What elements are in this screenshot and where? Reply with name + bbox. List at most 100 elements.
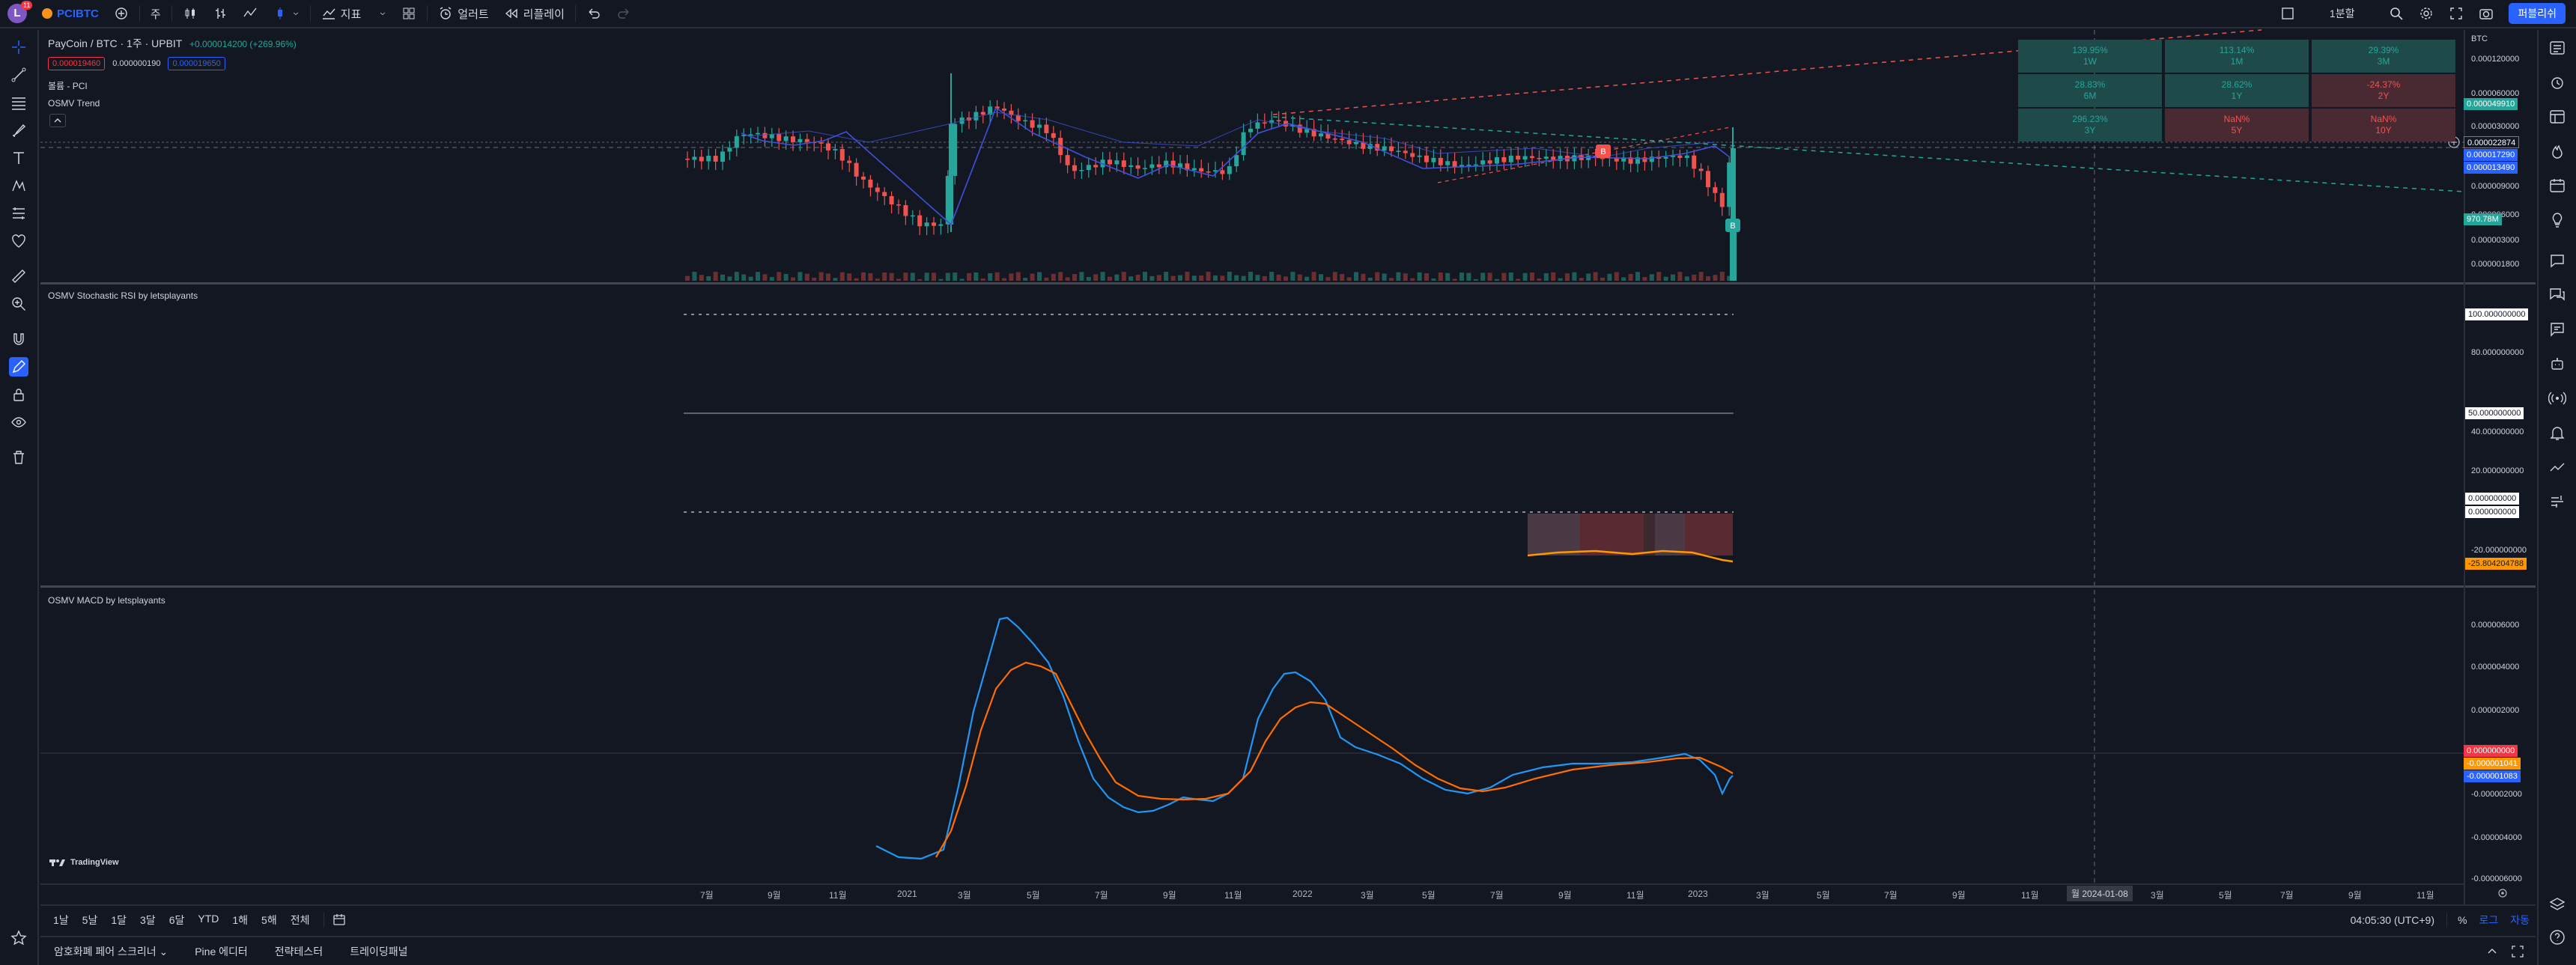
candle-body	[692, 156, 697, 160]
range-button[interactable]: YTD	[198, 913, 219, 925]
symbol-legend[interactable]: PayCoin / BTC · 1주 · UPBIT +0.000014200 …	[48, 36, 297, 51]
volume-legend[interactable]: 볼륨 - PCI	[48, 81, 88, 91]
help-icon	[2550, 930, 2565, 945]
currency-label[interactable]: BTC	[2471, 34, 2488, 43]
range-button[interactable]: 6달	[168, 914, 185, 926]
candle-body	[1304, 129, 1310, 133]
heikin-button[interactable]	[265, 0, 307, 28]
favorites-tool[interactable]	[9, 928, 28, 948]
messages-button[interactable]	[2548, 320, 2568, 340]
compare-button[interactable]	[106, 0, 136, 28]
undo-button[interactable]	[579, 0, 609, 28]
search-button[interactable]	[2381, 0, 2411, 28]
goto-date-icon[interactable]	[332, 913, 347, 928]
hide-tool[interactable]	[9, 413, 28, 432]
log-toggle[interactable]: 로그	[2479, 914, 2499, 926]
volume-bar	[1600, 277, 1605, 281]
ruler-tool[interactable]	[9, 267, 28, 286]
volume-bar	[1501, 273, 1507, 281]
hotlist-button[interactable]	[2548, 142, 2568, 162]
data-window-button[interactable]	[2548, 108, 2568, 127]
range-button[interactable]: 5해	[261, 914, 277, 926]
volume-bar	[756, 272, 760, 281]
panel-screener[interactable]: 암호화폐 페어 스크리너 ⌄	[40, 944, 181, 959]
lock-tool[interactable]	[9, 385, 28, 404]
range-button[interactable]: 전체	[290, 914, 310, 926]
candle-body	[1164, 160, 1169, 168]
layers-button[interactable]	[2548, 895, 2568, 915]
stoch-legend[interactable]: OSMV Stochastic RSI by letsplayants	[48, 290, 198, 301]
trendline-tool[interactable]	[9, 65, 28, 85]
zoom-tool[interactable]	[9, 294, 28, 314]
alerts-button[interactable]	[2548, 73, 2568, 93]
pane-divider-1[interactable]	[40, 282, 2536, 284]
range-button[interactable]: 1해	[232, 914, 249, 926]
indicators-button[interactable]: 지표	[314, 0, 395, 28]
chat-button[interactable]	[2548, 252, 2568, 271]
interval-button[interactable]: 주	[150, 7, 161, 21]
candle-body	[1628, 157, 1633, 164]
minds-button[interactable]	[2548, 286, 2568, 305]
collapse-legend-button[interactable]	[49, 114, 66, 127]
stay-drawing-tool[interactable]	[9, 357, 28, 377]
fullscreen-button[interactable]	[2441, 0, 2471, 28]
templates-button[interactable]	[394, 0, 424, 28]
alert-button[interactable]: 얼러트	[431, 0, 496, 28]
bar-type-button[interactable]	[205, 0, 235, 28]
layout-select-button[interactable]	[2273, 0, 2303, 28]
replay-button[interactable]: 리플레이	[496, 0, 572, 28]
crosshair-tool[interactable]	[9, 37, 28, 57]
products-button[interactable]	[2548, 493, 2568, 512]
trading-button[interactable]	[2548, 458, 2568, 478]
range-button[interactable]: 1날	[53, 914, 69, 926]
percent-toggle[interactable]: %	[2458, 914, 2467, 926]
magnet-tool[interactable]	[9, 329, 28, 349]
streams-button[interactable]	[2548, 389, 2568, 409]
time-axis-settings-icon[interactable]	[2495, 886, 2510, 900]
pattern-tool[interactable]	[9, 176, 28, 195]
sell-button[interactable]: 0.000019460	[48, 57, 106, 70]
brush-tool[interactable]	[9, 121, 28, 140]
measure-tool[interactable]	[9, 204, 28, 223]
range-button[interactable]: 1달	[111, 914, 127, 926]
settings-button[interactable]	[2411, 0, 2441, 28]
panel-strategy-tester[interactable]: 전략테스터	[274, 945, 323, 958]
auto-toggle[interactable]: 자동	[2510, 914, 2530, 926]
range-button[interactable]: 3달	[140, 914, 156, 926]
collapse-panel-icon[interactable]	[2485, 944, 2500, 959]
panel-pine-editor[interactable]: Pine 에디터	[195, 945, 248, 958]
trend-legend[interactable]: OSMV Trend	[48, 98, 100, 109]
user-avatar[interactable]: L 11	[0, 0, 34, 28]
notifications-button[interactable]	[2548, 424, 2568, 443]
fib-tool[interactable]	[9, 93, 28, 112]
tradingview-logo[interactable]: TradingView	[49, 858, 119, 867]
panel-trading[interactable]: 트레이딩패널	[350, 945, 408, 958]
candle-type-button[interactable]	[175, 0, 205, 28]
buy-button[interactable]: 0.000019650	[168, 57, 225, 70]
symbol-search[interactable]: PCIBTC	[34, 0, 106, 28]
volume-bar	[1516, 278, 1521, 281]
text-tool[interactable]	[9, 148, 28, 168]
range-button[interactable]: 5날	[82, 914, 98, 926]
screenshot-button[interactable]	[2471, 0, 2501, 28]
help-button[interactable]	[2548, 928, 2568, 948]
pane-divider-2[interactable]	[40, 585, 2536, 588]
publish-button[interactable]: 퍼블리쉬	[2509, 3, 2566, 24]
macd-legend[interactable]: OSMV MACD by letsplayants	[48, 595, 165, 606]
redo-button[interactable]	[609, 0, 639, 28]
clock[interactable]: 04:05:30 (UTC+9)	[2350, 914, 2435, 926]
icons-tool[interactable]	[9, 231, 28, 251]
watchlist-button[interactable]	[2548, 39, 2568, 58]
time-tick: 7월	[2280, 890, 2294, 901]
volume-group	[685, 225, 1737, 281]
delete-tool[interactable]	[9, 448, 28, 467]
layout-name-button[interactable]: 1분할	[2303, 0, 2382, 28]
tech-button[interactable]	[2548, 355, 2568, 374]
candle-body	[1649, 156, 1654, 162]
candle-body	[1706, 171, 1710, 188]
line-type-button[interactable]	[235, 0, 265, 28]
maximize-panel-icon[interactable]	[2510, 944, 2525, 959]
calendar-button[interactable]	[2548, 177, 2568, 196]
ideas-button[interactable]	[2548, 211, 2568, 231]
